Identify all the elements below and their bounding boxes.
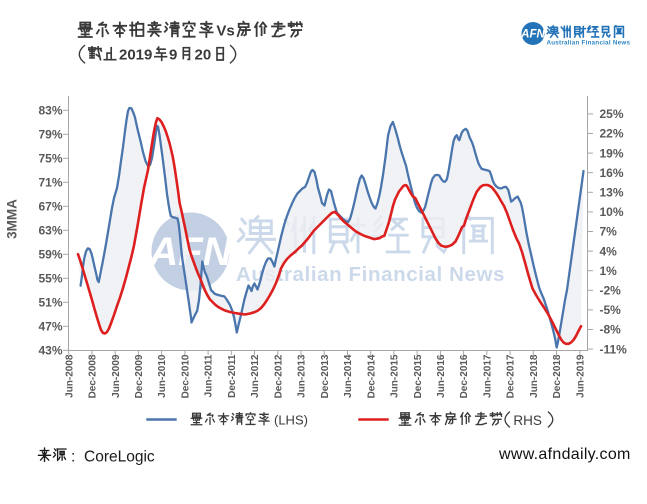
svg-text:63%: 63% [38,224,62,238]
svg-text:Vs: Vs [216,23,234,40]
svg-text:Jun-2009: Jun-2009 [111,354,122,398]
svg-text:1%: 1% [600,264,618,278]
svg-text::: : [71,449,75,466]
svg-text:51%: 51% [38,296,62,310]
svg-text:16%: 16% [600,166,624,180]
svg-text:55%: 55% [38,272,62,286]
svg-text:20: 20 [195,47,212,64]
svg-text:10%: 10% [600,205,624,219]
svg-text:19%: 19% [600,146,624,160]
svg-text:71%: 71% [38,176,62,190]
svg-text:(LHS): (LHS) [274,413,308,428]
svg-text:Dec-2016: Dec-2016 [459,354,470,398]
svg-text:Dec-2010: Dec-2010 [181,354,192,398]
svg-text:25%: 25% [600,107,624,121]
svg-text:-8%: -8% [600,323,622,337]
svg-text:-5%: -5% [600,303,622,317]
svg-text:79%: 79% [38,128,62,142]
svg-text:Dec-2008: Dec-2008 [88,354,99,398]
svg-text:Jun-2019: Jun-2019 [575,354,586,398]
svg-text:Dec-2012: Dec-2012 [273,354,284,398]
svg-text:2019: 2019 [119,47,152,64]
svg-text:43%: 43% [38,344,62,358]
svg-text:Dec-2017: Dec-2017 [506,354,517,398]
svg-text:Jun-2010: Jun-2010 [157,354,168,398]
svg-text:3MMA: 3MMA [5,199,20,239]
svg-text:59%: 59% [38,248,62,262]
svg-text:Jun-2013: Jun-2013 [297,354,308,398]
svg-text:13%: 13% [600,186,624,200]
svg-text:RHS: RHS [513,413,542,428]
svg-text:Dec-2011: Dec-2011 [227,354,238,398]
svg-text:4%: 4% [600,244,618,258]
svg-text:Australian Financial News: Australian Financial News [547,40,631,47]
svg-text:Dec-2018: Dec-2018 [552,354,563,398]
svg-text:Jun-2016: Jun-2016 [436,354,447,398]
svg-text:Dec-2014: Dec-2014 [366,354,377,398]
svg-text:47%: 47% [38,320,62,334]
svg-text:CoreLogic: CoreLogic [84,449,155,466]
svg-text:Dec-2015: Dec-2015 [413,354,424,398]
svg-text:www.afndaily.com: www.afndaily.com [498,446,631,463]
svg-text:9: 9 [169,47,177,64]
svg-text:Jun-2017: Jun-2017 [482,354,493,398]
svg-text:Jun-2011: Jun-2011 [204,354,215,397]
svg-text:Australian Financial News: Australian Financial News [236,263,505,286]
svg-text:83%: 83% [38,104,62,118]
svg-text:Jun-2018: Jun-2018 [529,354,540,398]
svg-text:75%: 75% [38,152,62,166]
svg-text:Dec-2013: Dec-2013 [320,354,331,398]
svg-text:7%: 7% [600,225,618,239]
svg-text:-2%: -2% [600,284,622,298]
svg-text:22%: 22% [600,127,624,141]
svg-text:Jun-2008: Jun-2008 [64,354,75,398]
svg-text:AFN: AFN [520,29,545,41]
svg-text:-11%: -11% [600,342,628,356]
svg-text:Jun-2012: Jun-2012 [250,354,261,398]
svg-text:Jun-2014: Jun-2014 [343,354,354,398]
svg-text:Dec-2009: Dec-2009 [134,354,145,398]
svg-text:67%: 67% [38,200,62,214]
svg-text:Jun-2015: Jun-2015 [390,354,401,398]
